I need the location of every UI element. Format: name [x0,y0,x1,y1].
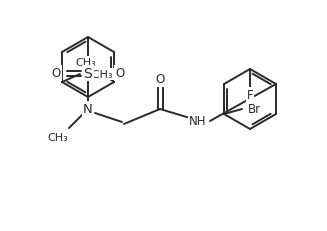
Text: O: O [51,67,60,80]
Text: Br: Br [248,103,261,116]
Text: F: F [247,89,253,102]
Text: NH: NH [189,115,207,128]
Text: CH₃: CH₃ [48,132,68,142]
Text: OCH₃: OCH₃ [83,70,113,80]
Text: O: O [115,67,125,80]
Text: N: N [83,103,93,116]
Text: O: O [155,73,164,86]
Text: CH₃: CH₃ [76,58,96,68]
Text: S: S [84,67,92,81]
